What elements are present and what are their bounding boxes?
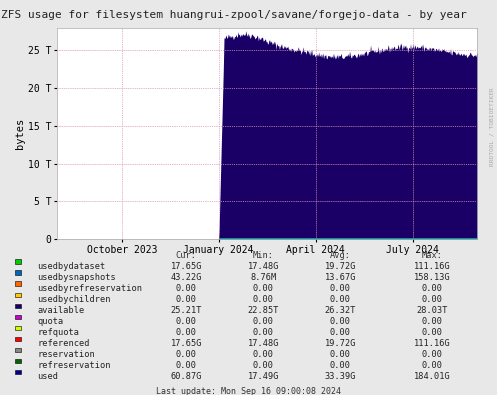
Text: 0.00: 0.00 — [253, 317, 274, 326]
Text: 0.00: 0.00 — [330, 350, 351, 359]
Text: 0.00: 0.00 — [253, 350, 274, 359]
Text: Avg:: Avg: — [330, 251, 351, 260]
Text: usedbydataset: usedbydataset — [37, 262, 105, 271]
Text: 0.00: 0.00 — [330, 361, 351, 371]
Text: Cur:: Cur: — [176, 251, 197, 260]
Text: 184.01G: 184.01G — [414, 372, 451, 382]
Text: 17.65G: 17.65G — [170, 262, 202, 271]
Text: refquota: refquota — [37, 328, 80, 337]
Text: 111.16G: 111.16G — [414, 339, 451, 348]
Text: 0.00: 0.00 — [330, 328, 351, 337]
Text: RRDTOOL / TOBIOETIKER: RRDTOOL / TOBIOETIKER — [490, 87, 495, 166]
Text: 0.00: 0.00 — [176, 295, 197, 304]
Text: 0.00: 0.00 — [330, 317, 351, 326]
Text: 43.22G: 43.22G — [170, 273, 202, 282]
Text: 17.49G: 17.49G — [248, 372, 279, 382]
Text: 0.00: 0.00 — [422, 361, 443, 371]
Y-axis label: bytes: bytes — [15, 118, 25, 149]
Text: 0.00: 0.00 — [330, 295, 351, 304]
Text: 8.76M: 8.76M — [250, 273, 276, 282]
Text: 0.00: 0.00 — [176, 328, 197, 337]
Text: 0.00: 0.00 — [176, 361, 197, 371]
Text: 0.00: 0.00 — [176, 317, 197, 326]
Text: 0.00: 0.00 — [422, 295, 443, 304]
Text: refreservation: refreservation — [37, 361, 111, 371]
Text: 17.65G: 17.65G — [170, 339, 202, 348]
Text: 111.16G: 111.16G — [414, 262, 451, 271]
Text: 33.39G: 33.39G — [325, 372, 356, 382]
Text: 0.00: 0.00 — [330, 284, 351, 293]
Text: 28.03T: 28.03T — [416, 306, 448, 315]
Text: 13.67G: 13.67G — [325, 273, 356, 282]
Text: 0.00: 0.00 — [253, 328, 274, 337]
Text: usedbychildren: usedbychildren — [37, 295, 111, 304]
Text: used: used — [37, 372, 58, 382]
Text: ZFS usage for filesystem huangrui-zpool/savane/forgejo-data - by year: ZFS usage for filesystem huangrui-zpool/… — [0, 10, 467, 20]
Text: 25.21T: 25.21T — [170, 306, 202, 315]
Text: reservation: reservation — [37, 350, 95, 359]
Text: 0.00: 0.00 — [176, 350, 197, 359]
Text: 17.48G: 17.48G — [248, 339, 279, 348]
Text: Min:: Min: — [253, 251, 274, 260]
Text: 60.87G: 60.87G — [170, 372, 202, 382]
Text: usedbyrefreservation: usedbyrefreservation — [37, 284, 142, 293]
Text: 0.00: 0.00 — [422, 284, 443, 293]
Text: 19.72G: 19.72G — [325, 262, 356, 271]
Text: 0.00: 0.00 — [253, 284, 274, 293]
Text: Max:: Max: — [422, 251, 443, 260]
Text: 0.00: 0.00 — [176, 284, 197, 293]
Text: 17.48G: 17.48G — [248, 262, 279, 271]
Text: 0.00: 0.00 — [422, 317, 443, 326]
Text: Last update: Mon Sep 16 09:00:08 2024: Last update: Mon Sep 16 09:00:08 2024 — [156, 387, 341, 395]
Text: referenced: referenced — [37, 339, 90, 348]
Text: 26.32T: 26.32T — [325, 306, 356, 315]
Text: 19.72G: 19.72G — [325, 339, 356, 348]
Text: 0.00: 0.00 — [422, 328, 443, 337]
Text: quota: quota — [37, 317, 64, 326]
Text: available: available — [37, 306, 84, 315]
Text: usedbysnapshots: usedbysnapshots — [37, 273, 116, 282]
Text: 0.00: 0.00 — [253, 295, 274, 304]
Text: 22.85T: 22.85T — [248, 306, 279, 315]
Text: 158.13G: 158.13G — [414, 273, 451, 282]
Text: 0.00: 0.00 — [422, 350, 443, 359]
Text: 0.00: 0.00 — [253, 361, 274, 371]
